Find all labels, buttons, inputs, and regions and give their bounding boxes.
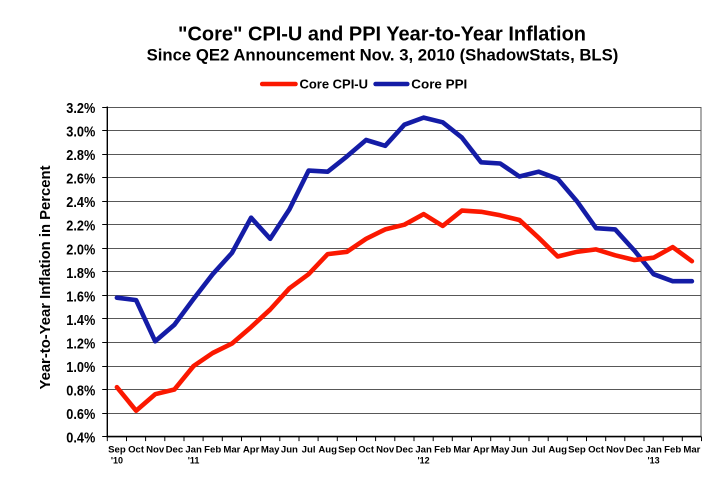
svg-text:2.4%: 2.4% <box>66 195 95 211</box>
svg-text:Oct: Oct <box>358 444 375 455</box>
svg-text:Feb: Feb <box>664 444 681 455</box>
svg-text:Nov: Nov <box>606 444 625 455</box>
svg-text:2.8%: 2.8% <box>66 148 95 164</box>
svg-text:1.2%: 1.2% <box>66 336 95 352</box>
svg-text:0.4%: 0.4% <box>66 431 95 447</box>
svg-text:"Core" CPI-U and PPI Year-to-Y: "Core" CPI-U and PPI Year-to-Year Inflat… <box>178 23 586 45</box>
svg-text:'13: '13 <box>648 456 660 466</box>
svg-text:Mar: Mar <box>453 444 470 455</box>
svg-text:Aug: Aug <box>548 444 567 455</box>
svg-text:Jan: Jan <box>415 444 432 455</box>
svg-text:May: May <box>261 444 280 455</box>
svg-text:Core CPI-U: Core CPI-U <box>300 77 369 92</box>
svg-text:2.0%: 2.0% <box>66 242 95 258</box>
svg-text:Sep: Sep <box>108 444 126 455</box>
svg-text:1.0%: 1.0% <box>66 360 95 376</box>
svg-text:Year-to-Year Inflation in Perc: Year-to-Year Inflation in Percent <box>37 165 54 389</box>
svg-text:'12: '12 <box>418 456 430 466</box>
svg-text:Feb: Feb <box>434 444 451 455</box>
svg-text:Jul: Jul <box>532 444 546 455</box>
svg-text:'11: '11 <box>188 456 200 466</box>
svg-text:2.6%: 2.6% <box>66 172 95 188</box>
svg-text:Jul: Jul <box>302 444 316 455</box>
svg-text:Dec: Dec <box>626 444 644 455</box>
svg-text:0.8%: 0.8% <box>66 384 95 400</box>
svg-text:Jan: Jan <box>185 444 202 455</box>
svg-text:Nov: Nov <box>376 444 395 455</box>
svg-text:Jun: Jun <box>281 444 298 455</box>
svg-text:Dec: Dec <box>166 444 184 455</box>
svg-text:1.4%: 1.4% <box>66 313 95 329</box>
svg-text:Mar: Mar <box>683 444 700 455</box>
svg-text:Mar: Mar <box>223 444 240 455</box>
svg-text:Apr: Apr <box>243 444 260 455</box>
svg-text:Oct: Oct <box>128 444 145 455</box>
svg-text:Since QE2 Announcement Nov. 3,: Since QE2 Announcement Nov. 3, 2010 (Sha… <box>147 46 619 65</box>
svg-text:3.0%: 3.0% <box>66 125 95 141</box>
svg-text:Nov: Nov <box>146 444 165 455</box>
svg-text:Jun: Jun <box>511 444 528 455</box>
svg-text:Oct: Oct <box>588 444 605 455</box>
svg-text:3.2%: 3.2% <box>66 101 95 117</box>
svg-text:2.2%: 2.2% <box>66 219 95 235</box>
svg-text:0.6%: 0.6% <box>66 407 95 423</box>
svg-text:Core PPI: Core PPI <box>411 77 467 92</box>
svg-text:Sep: Sep <box>568 444 586 455</box>
svg-text:Sep: Sep <box>338 444 356 455</box>
svg-text:Feb: Feb <box>204 444 221 455</box>
svg-text:1.8%: 1.8% <box>66 266 95 282</box>
svg-text:May: May <box>491 444 510 455</box>
svg-text:Dec: Dec <box>396 444 414 455</box>
svg-text:1.6%: 1.6% <box>66 289 95 305</box>
svg-text:Apr: Apr <box>473 444 490 455</box>
svg-text:'10: '10 <box>111 456 123 466</box>
svg-text:Aug: Aug <box>318 444 337 455</box>
svg-text:Jan: Jan <box>645 444 662 455</box>
